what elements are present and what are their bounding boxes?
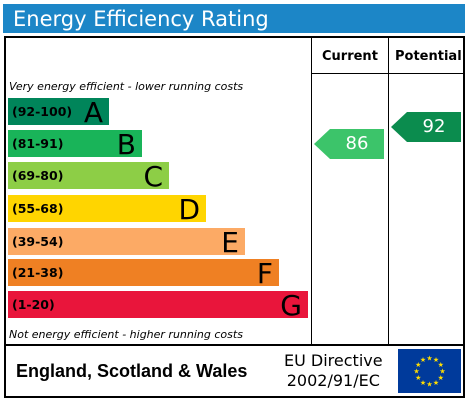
flag-star: ★ bbox=[420, 356, 426, 364]
flag-star: ★ bbox=[415, 374, 421, 382]
band-d: (55-68) D bbox=[8, 193, 206, 226]
current-column-header: Current bbox=[322, 49, 378, 64]
flag-star: ★ bbox=[426, 381, 432, 389]
band-c: (69-80) C bbox=[8, 160, 169, 193]
band-letter: C bbox=[143, 160, 163, 193]
band-range: (55-68) bbox=[12, 201, 64, 216]
page-title: Energy Efficiency Rating bbox=[13, 7, 269, 31]
flag-star: ★ bbox=[420, 379, 426, 387]
band-g: (1-20) G bbox=[8, 289, 308, 322]
band-letter: F bbox=[256, 257, 273, 290]
directive-line-1: EU Directive bbox=[284, 351, 383, 370]
country-label: England, Scotland & Wales bbox=[16, 361, 248, 381]
eu-flag-icon: ★ ★ ★ ★ ★ ★ ★ ★ ★ ★ ★ ★ bbox=[398, 349, 461, 393]
potential-arrow-shape bbox=[391, 112, 461, 142]
flag-star: ★ bbox=[438, 374, 444, 382]
band-letter: E bbox=[221, 226, 239, 259]
title-bar: Energy Efficiency Rating bbox=[3, 4, 465, 33]
eu-flag-stars: ★ ★★★★★★★★★★★ bbox=[413, 355, 445, 389]
flag-star: ★ bbox=[426, 355, 432, 363]
flag-star: ★ bbox=[439, 368, 445, 376]
band-range: (21-38) bbox=[12, 265, 64, 280]
potential-rating-value: 92 bbox=[422, 116, 446, 137]
divider-current bbox=[311, 36, 312, 344]
band-letter: B bbox=[116, 128, 136, 161]
current-rating-value: 86 bbox=[345, 133, 369, 154]
flag-star: ★ bbox=[433, 356, 439, 364]
band-f: (21-38) F bbox=[8, 257, 279, 290]
eu-directive: EU Directive 2002/91/EC bbox=[284, 351, 383, 391]
footer-divider bbox=[4, 344, 465, 346]
flag-star: ★ bbox=[415, 361, 421, 369]
header-divider bbox=[311, 73, 465, 74]
band-range: (92-100) bbox=[12, 104, 73, 119]
directive-line-2: 2002/91/EC bbox=[286, 371, 380, 390]
band-range: (1-20) bbox=[12, 297, 55, 312]
band-range: (39-54) bbox=[12, 234, 64, 249]
band-range: (69-80) bbox=[12, 168, 64, 183]
flag-star: ★ bbox=[438, 361, 444, 369]
flag-star: ★ bbox=[433, 379, 439, 387]
flag-star: ★ bbox=[413, 368, 419, 376]
caption-efficient: Very energy efficient - lower running co… bbox=[9, 80, 244, 93]
band-a: (92-100) A bbox=[8, 96, 109, 129]
band-letter: D bbox=[178, 193, 200, 226]
band-b: (81-91) B bbox=[8, 128, 142, 161]
potential-column-header: Potential bbox=[395, 49, 462, 64]
caption-inefficient: Not energy efficient - higher running co… bbox=[9, 328, 243, 341]
band-letter: A bbox=[83, 96, 103, 129]
potential-rating-arrow: 92 bbox=[391, 112, 461, 142]
current-rating-arrow: 86 bbox=[314, 129, 384, 159]
divider-potential bbox=[388, 36, 389, 344]
rating-frame bbox=[4, 36, 465, 398]
band-range: (81-91) bbox=[12, 136, 64, 151]
band-e: (39-54) E bbox=[8, 226, 245, 259]
band-letter: G bbox=[280, 289, 302, 322]
current-arrow-shape bbox=[314, 129, 384, 159]
